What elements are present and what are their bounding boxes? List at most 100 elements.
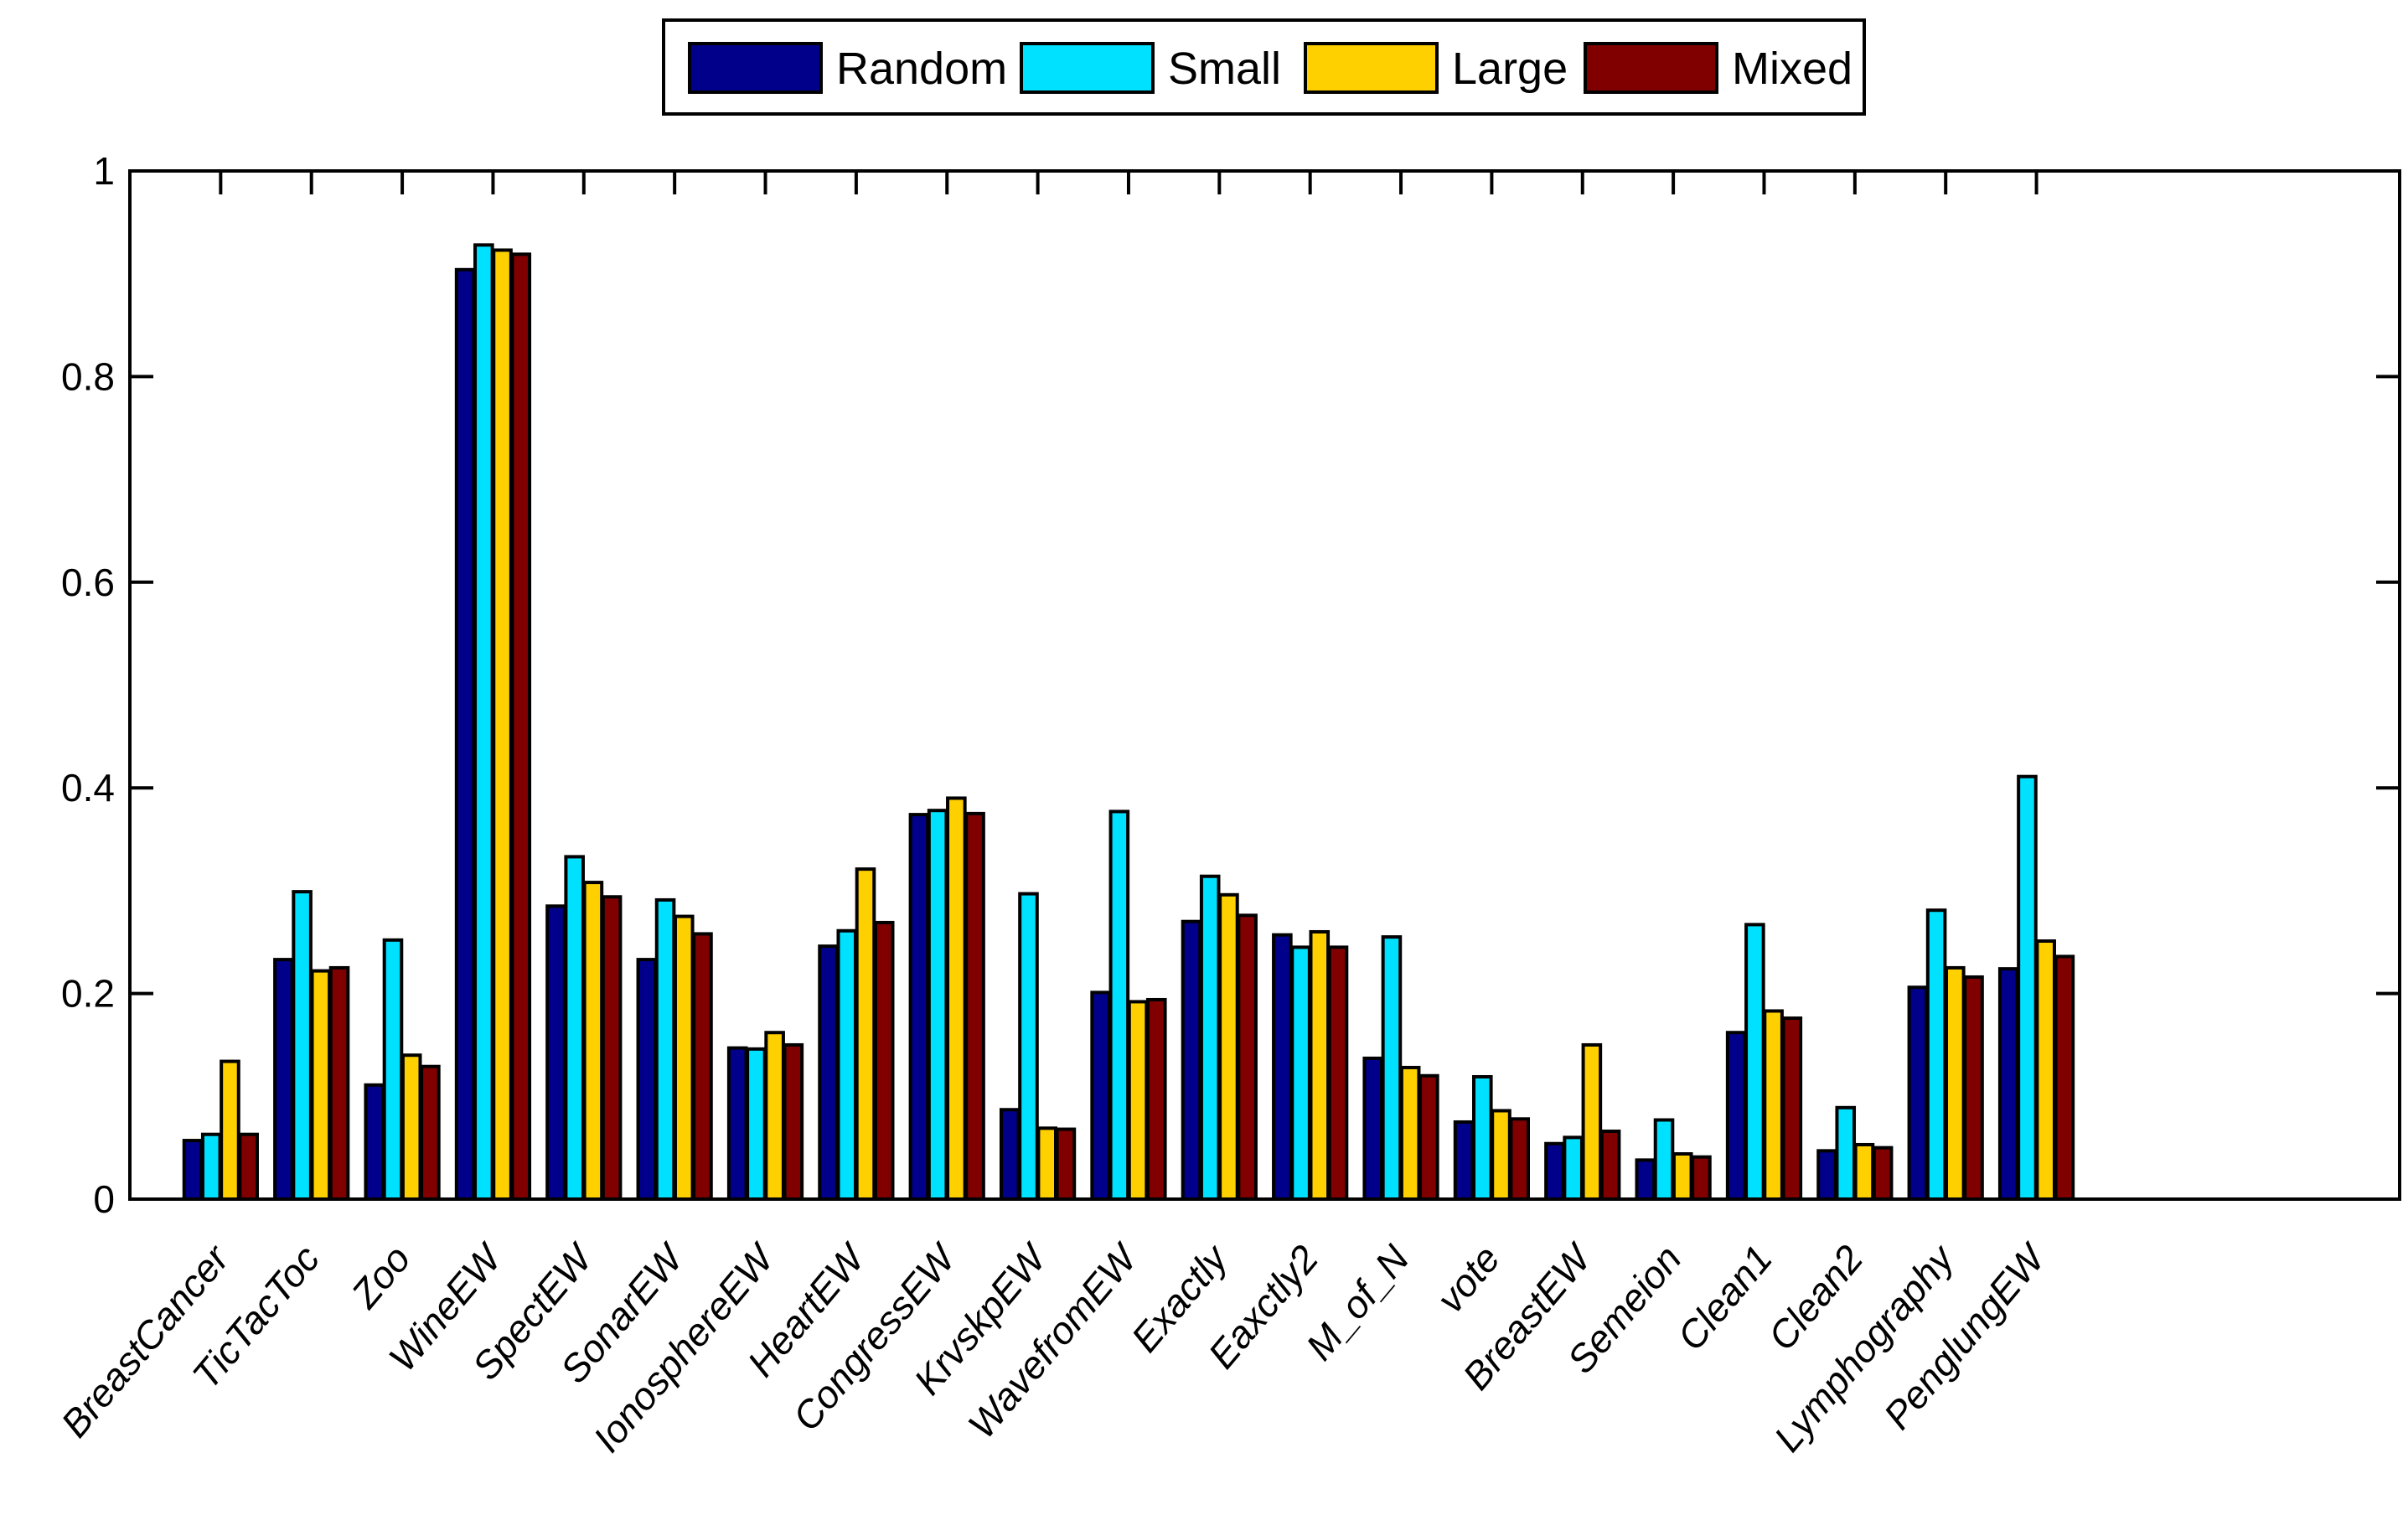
- bar-large-heartew: [855, 867, 876, 1202]
- legend-swatch-large: [1304, 42, 1439, 94]
- bar-large-clean1: [1763, 1009, 1784, 1201]
- bar-large-clean2: [1853, 1142, 1875, 1201]
- bar-random-semeion: [1635, 1158, 1656, 1202]
- y-tick-label: 0.2: [61, 972, 115, 1016]
- bar-small-ionosphereew: [746, 1047, 767, 1202]
- legend-label-random: Random: [836, 44, 1007, 94]
- bar-large-sonarew: [673, 914, 695, 1201]
- bar-random-sonarew: [636, 958, 658, 1201]
- bar-mixed-congressew: [964, 811, 985, 1201]
- bar-large-exactly: [1218, 892, 1239, 1201]
- bar-mixed-exactly: [1237, 913, 1258, 1202]
- bar-small-m_of_n: [1381, 935, 1403, 1201]
- bar-large-eaxctly2: [1309, 929, 1331, 1201]
- bar-random-spectew: [545, 904, 566, 1202]
- bar-mixed-eaxctly2: [1327, 945, 1349, 1201]
- bar-random-breastcancer: [182, 1139, 204, 1202]
- bar-small-breastcancer: [200, 1132, 222, 1201]
- bar-random-ionosphereew: [726, 1046, 748, 1201]
- bar-random-eaxctly2: [1272, 933, 1293, 1201]
- bar-small-exactly: [1199, 874, 1221, 1202]
- bar-small-wavefromew: [1108, 809, 1130, 1202]
- x-tick-label: vote: [1428, 1237, 1508, 1321]
- bar-small-breastew: [1563, 1135, 1584, 1202]
- bar-mixed-krvskpew: [1055, 1127, 1077, 1201]
- y-tick-label: 0.6: [61, 561, 115, 604]
- bar-small-wineew: [473, 243, 494, 1201]
- bar-small-tictactoc: [292, 890, 313, 1201]
- bar-random-wavefromew: [1090, 990, 1111, 1202]
- bar-mixed-m_of_n: [1418, 1073, 1439, 1202]
- bar-small-heartew: [836, 928, 858, 1202]
- bar-small-vote: [1471, 1074, 1493, 1202]
- legend-swatch-small: [1020, 42, 1155, 94]
- bar-large-penglungew: [2035, 939, 2056, 1201]
- bar-small-clean2: [1835, 1105, 1857, 1201]
- bar-mixed-spectew: [601, 895, 623, 1201]
- bar-large-zoo: [400, 1053, 422, 1201]
- bar-mixed-sonarew: [692, 932, 713, 1201]
- bar-random-krvskpew: [999, 1108, 1021, 1201]
- bar-mixed-lymphography: [1963, 975, 1984, 1202]
- bar-mixed-clean1: [1781, 1016, 1803, 1201]
- bar-large-breastew: [1581, 1042, 1603, 1201]
- legend-swatch-random: [688, 42, 823, 94]
- bar-mixed-zoo: [420, 1064, 441, 1202]
- y-tick-label: 0.8: [61, 354, 115, 398]
- bar-large-vote: [1491, 1109, 1511, 1202]
- bar-random-clean2: [1816, 1149, 1837, 1202]
- bar-small-spectew: [564, 855, 585, 1201]
- bar-large-krvskpew: [1036, 1126, 1058, 1202]
- legend-label-large: Large: [1452, 44, 1568, 94]
- bar-random-m_of_n: [1362, 1056, 1384, 1201]
- bar-mixed-breastew: [1599, 1130, 1621, 1201]
- bar-small-krvskpew: [1018, 892, 1039, 1202]
- bar-large-m_of_n: [1399, 1065, 1421, 1201]
- bar-mixed-heartew: [873, 920, 895, 1201]
- ticks-layer: [130, 169, 2400, 1201]
- y-tick-label: 0.4: [61, 766, 115, 809]
- x-tick-label: Zoo: [342, 1237, 418, 1316]
- bar-small-congressew: [927, 809, 948, 1201]
- bar-large-congressew: [946, 796, 967, 1201]
- bar-small-penglungew: [2017, 774, 2038, 1201]
- bar-large-tictactoc: [310, 969, 332, 1201]
- bar-large-breastcancer: [220, 1059, 240, 1202]
- bar-random-breastew: [1544, 1141, 1565, 1201]
- y-tick-label: 0: [93, 1177, 115, 1221]
- legend-label-small: Small: [1168, 44, 1281, 94]
- bar-large-wineew: [492, 248, 513, 1201]
- y-tick-label: 1: [93, 149, 115, 193]
- legend: Random Small Large Mixed: [662, 18, 1866, 116]
- bar-large-lymphography: [1945, 965, 1966, 1202]
- bar-large-ionosphereew: [764, 1031, 785, 1201]
- bar-small-sonarew: [654, 897, 676, 1201]
- bar-random-tictactoc: [273, 958, 294, 1201]
- bar-mixed-semeion: [1691, 1155, 1712, 1201]
- axes-box: [128, 169, 2401, 1201]
- legend-swatch-mixed: [1584, 42, 1718, 94]
- bar-mixed-ionosphereew: [783, 1042, 804, 1201]
- bar-random-exactly: [1181, 919, 1202, 1201]
- bar-mixed-penglungew: [2054, 954, 2075, 1201]
- bar-small-eaxctly2: [1290, 945, 1311, 1201]
- bar-small-clean1: [1744, 923, 1765, 1201]
- bar-mixed-wineew: [510, 252, 532, 1202]
- bar-random-clean1: [1725, 1031, 1747, 1201]
- bar-mixed-vote: [1509, 1117, 1531, 1201]
- bar-mixed-clean2: [1872, 1146, 1894, 1202]
- x-tick-label: Clean1: [1669, 1237, 1781, 1358]
- legend-label-mixed: Mixed: [1732, 44, 1853, 94]
- bar-random-zoo: [364, 1083, 385, 1201]
- bar-large-semeion: [1672, 1152, 1693, 1201]
- bar-random-lymphography: [1907, 985, 1929, 1202]
- bar-random-vote: [1453, 1120, 1475, 1201]
- bar-large-wavefromew: [1127, 1000, 1149, 1202]
- bar-mixed-tictactoc: [328, 965, 350, 1202]
- bar-random-congressew: [908, 813, 930, 1201]
- bar-random-heartew: [818, 944, 839, 1201]
- bar-random-wineew: [454, 267, 476, 1201]
- bar-mixed-breastcancer: [238, 1132, 259, 1201]
